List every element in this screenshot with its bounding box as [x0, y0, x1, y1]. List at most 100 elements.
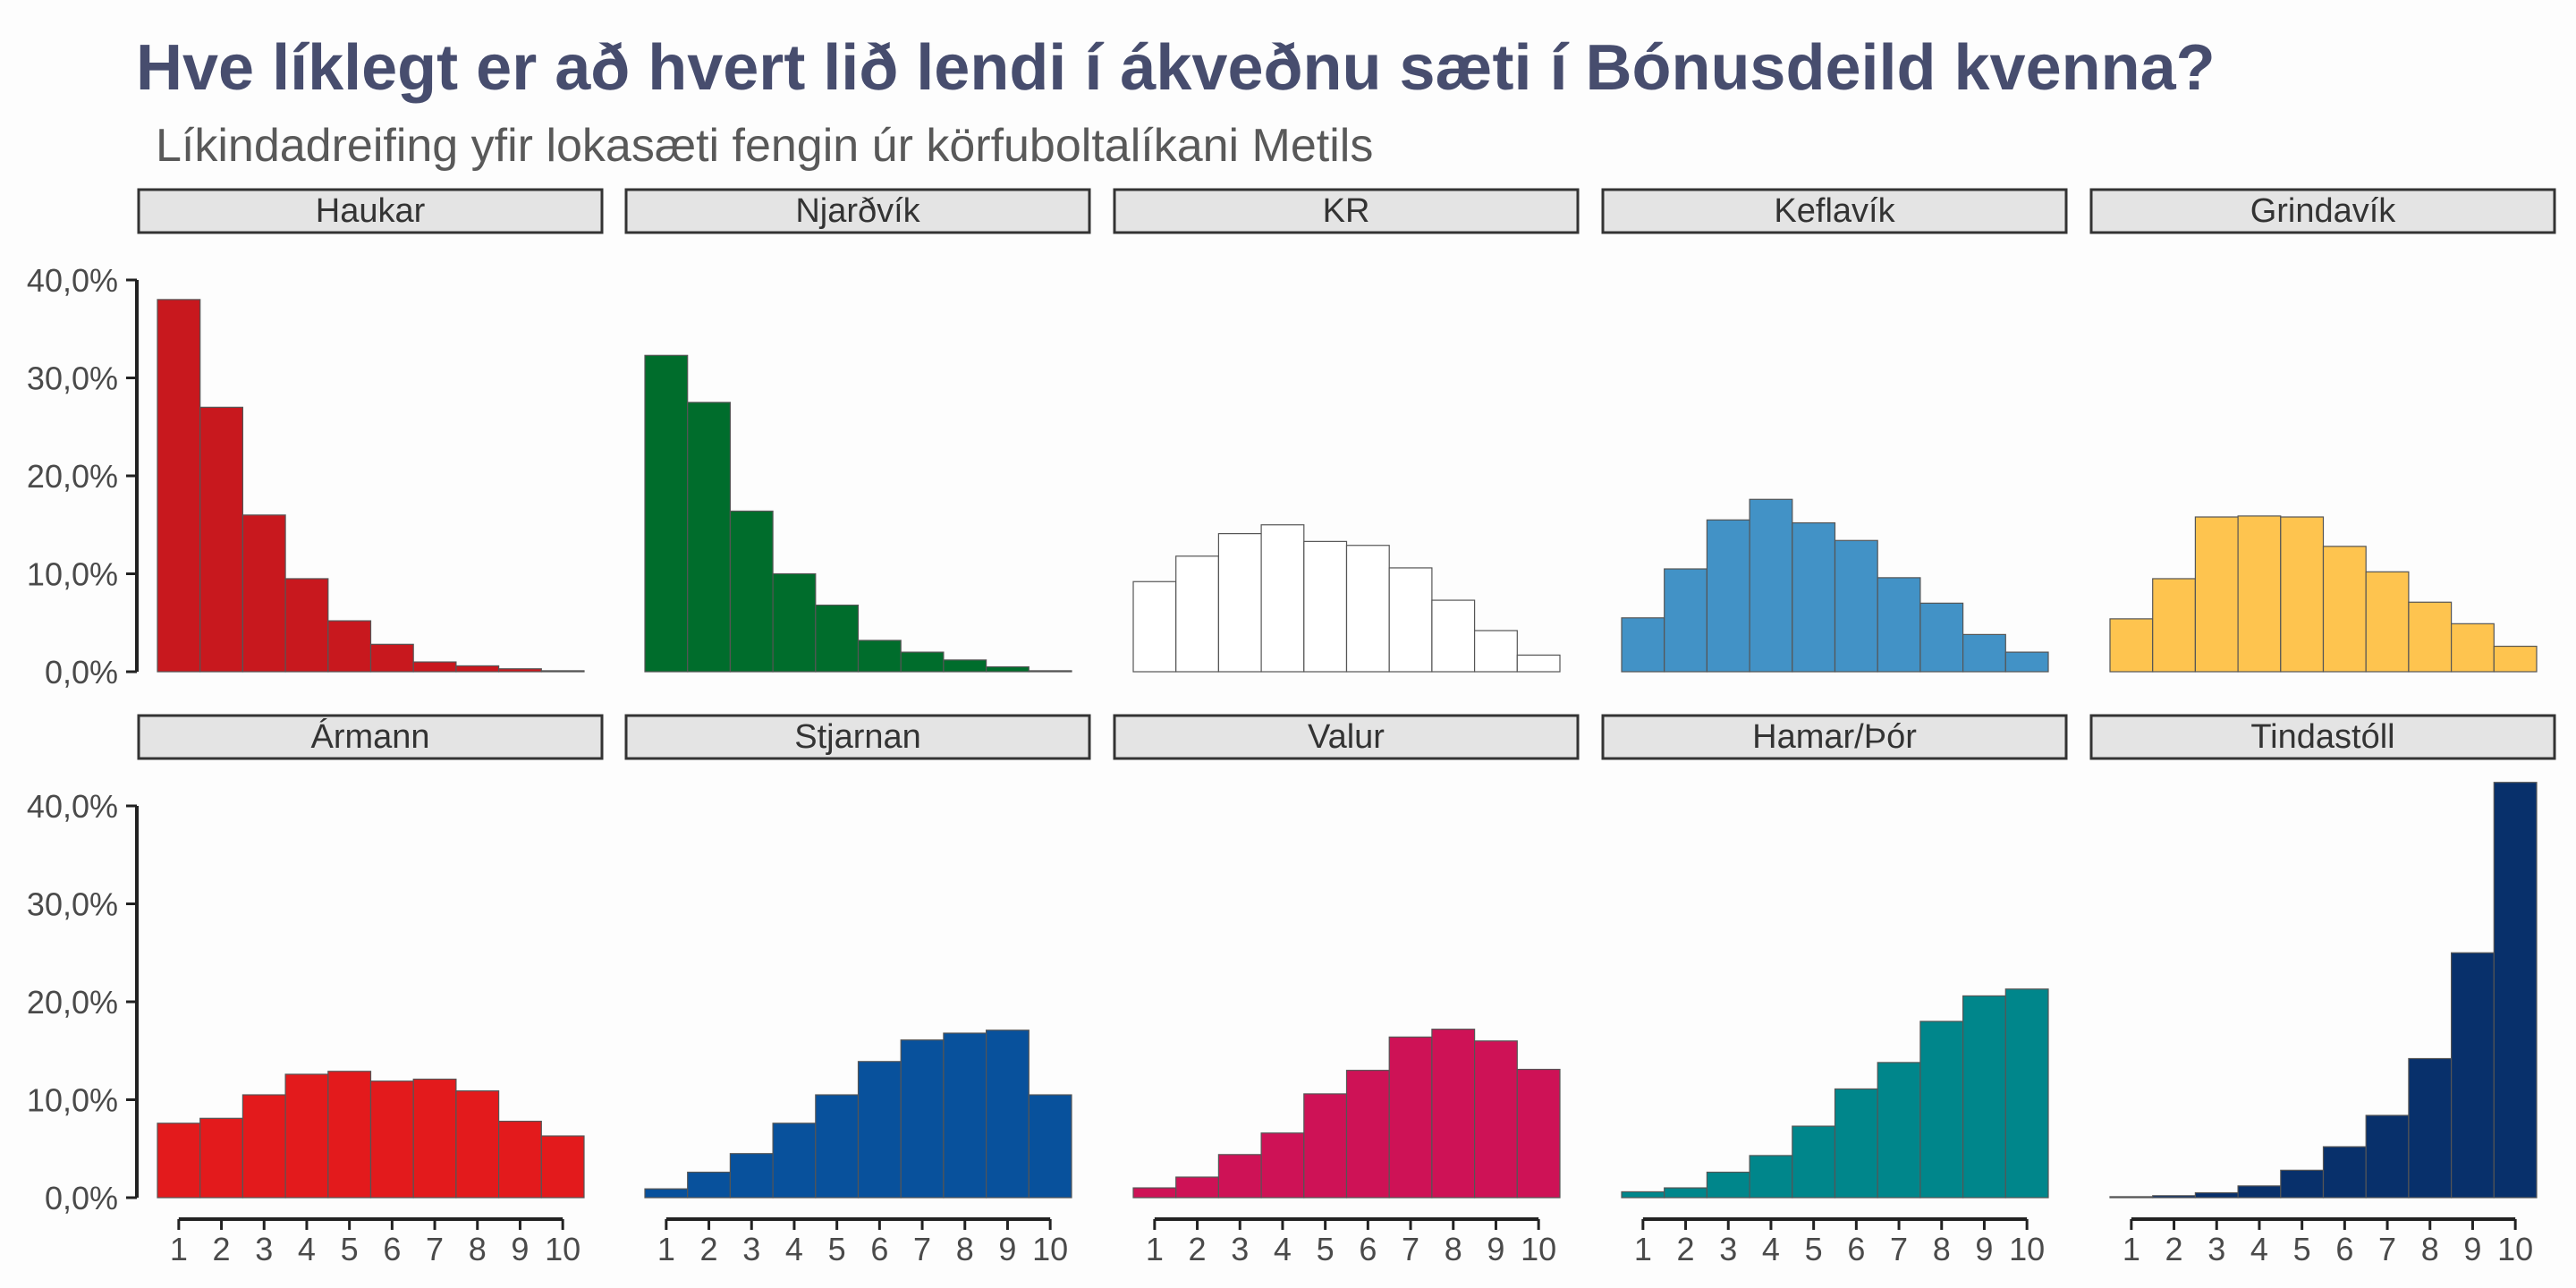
bar: [157, 299, 201, 673]
x-tick-label: 1: [1634, 1231, 1652, 1267]
chart-subtitle: Líkindadreifing yfir lokasæti fengin úr …: [156, 120, 1373, 172]
bar: [985, 1030, 1030, 1199]
x-tick-label: 9: [1487, 1231, 1504, 1267]
bar: [2365, 571, 2410, 673]
x-tick-label: 4: [298, 1231, 316, 1267]
x-tick-label: 10: [2009, 1231, 2045, 1267]
bar: [157, 1123, 201, 1199]
bar: [412, 1078, 457, 1199]
bar: [1706, 519, 1750, 673]
x-tick-label: 6: [870, 1231, 888, 1267]
bar: [1792, 521, 1836, 673]
bar: [1388, 1036, 1433, 1199]
bar: [412, 661, 457, 673]
bar: [327, 1071, 372, 1199]
bar: [1749, 498, 1793, 673]
facet-panel: Keflavík: [1601, 188, 2068, 673]
bar: [1303, 540, 1348, 673]
x-tick-label: 1: [1146, 1231, 1164, 1267]
bar: [1962, 995, 2006, 1199]
facet-panel: Ármann: [137, 714, 604, 1199]
x-tick-label: 4: [1762, 1231, 1780, 1267]
y-tick-label: 30,0%: [27, 886, 118, 923]
bar: [1132, 1187, 1177, 1199]
x-tick-label: 1: [170, 1231, 188, 1267]
facet-panel: Valur: [1113, 714, 1580, 1199]
bar: [2194, 1191, 2239, 1199]
bar: [1217, 1154, 1262, 1199]
x-tick-label: 6: [1847, 1231, 1865, 1267]
bar: [1706, 1171, 1750, 1199]
bar: [1473, 1040, 1518, 1199]
x-tick-label: 7: [426, 1231, 444, 1267]
bar: [2451, 623, 2495, 673]
bar: [1345, 545, 1390, 673]
bar: [857, 1061, 902, 1199]
bar: [943, 659, 987, 673]
bar: [1834, 1088, 1878, 1199]
x-tick-label: 4: [1274, 1231, 1292, 1267]
bar: [2237, 1185, 2282, 1199]
x-tick-label: 9: [511, 1231, 529, 1267]
x-tick-label: 3: [255, 1231, 273, 1267]
facet-panel: Hamar/Þór: [1601, 714, 2068, 1199]
chart-title: Hve líklegt er að hvert lið lendi í ákve…: [136, 32, 2216, 104]
bar: [1621, 617, 1665, 673]
bar: [815, 1094, 860, 1199]
y-tick-label: 10,0%: [27, 556, 118, 593]
bar: [455, 1090, 500, 1199]
y-tick-label: 20,0%: [27, 984, 118, 1021]
bar: [1028, 670, 1072, 673]
x-tick-label: 7: [1402, 1231, 1419, 1267]
bar: [1919, 602, 1964, 673]
bar: [1028, 1094, 1072, 1199]
x-tick-label: 3: [2207, 1231, 2225, 1267]
facet-strip: [624, 714, 1091, 760]
facet-strip: [1601, 714, 2068, 760]
bar: [2004, 651, 2049, 673]
x-tick-label: 10: [1032, 1231, 1068, 1267]
bar: [772, 572, 817, 673]
bar: [1260, 1132, 1305, 1199]
bar: [1431, 1029, 1476, 1199]
x-tick-label: 7: [1890, 1231, 1908, 1267]
x-tick-label: 7: [2378, 1231, 2396, 1267]
facet-strip: [624, 188, 1091, 234]
bar: [1217, 533, 1262, 673]
y-tick-label: 40,0%: [27, 788, 118, 825]
facet-label: KR: [1323, 192, 1370, 230]
x-tick-label: 6: [1359, 1231, 1377, 1267]
facet-label: Keflavík: [1774, 192, 1895, 230]
bar: [1132, 580, 1177, 673]
facet-strip: [137, 188, 604, 234]
bar: [199, 406, 243, 673]
bar: [1345, 1070, 1390, 1199]
x-tick-label: 10: [2497, 1231, 2533, 1267]
bar: [497, 668, 542, 673]
x-tick-label: 9: [1975, 1231, 1993, 1267]
x-axis: 1 2 3 4 5 6 7 8 9 10: [2123, 1217, 2533, 1267]
x-tick-label: 7: [913, 1231, 931, 1267]
bar: [242, 1094, 286, 1199]
bar: [369, 643, 414, 673]
x-tick-label: 1: [657, 1231, 675, 1267]
bar: [1962, 633, 2006, 673]
bar: [327, 620, 372, 673]
x-tick-label: 6: [383, 1231, 401, 1267]
bar: [900, 651, 945, 673]
bar: [1877, 1062, 1921, 1199]
bar: [815, 604, 860, 673]
x-tick-label: 8: [2421, 1231, 2439, 1267]
facet-label: Hamar/Þór: [1752, 718, 1917, 756]
bar: [1834, 539, 1878, 673]
x-tick-label: 8: [956, 1231, 974, 1267]
facet-strip: [1113, 188, 1580, 234]
facet-panel: KR: [1113, 188, 1580, 673]
bar: [1175, 555, 1219, 673]
x-tick-label: 5: [1805, 1231, 1823, 1267]
x-tick-label: 2: [1677, 1231, 1695, 1267]
x-tick-label: 10: [545, 1231, 580, 1267]
facet-panel: Tindastóll: [2089, 714, 2556, 1199]
bar: [1260, 524, 1305, 673]
